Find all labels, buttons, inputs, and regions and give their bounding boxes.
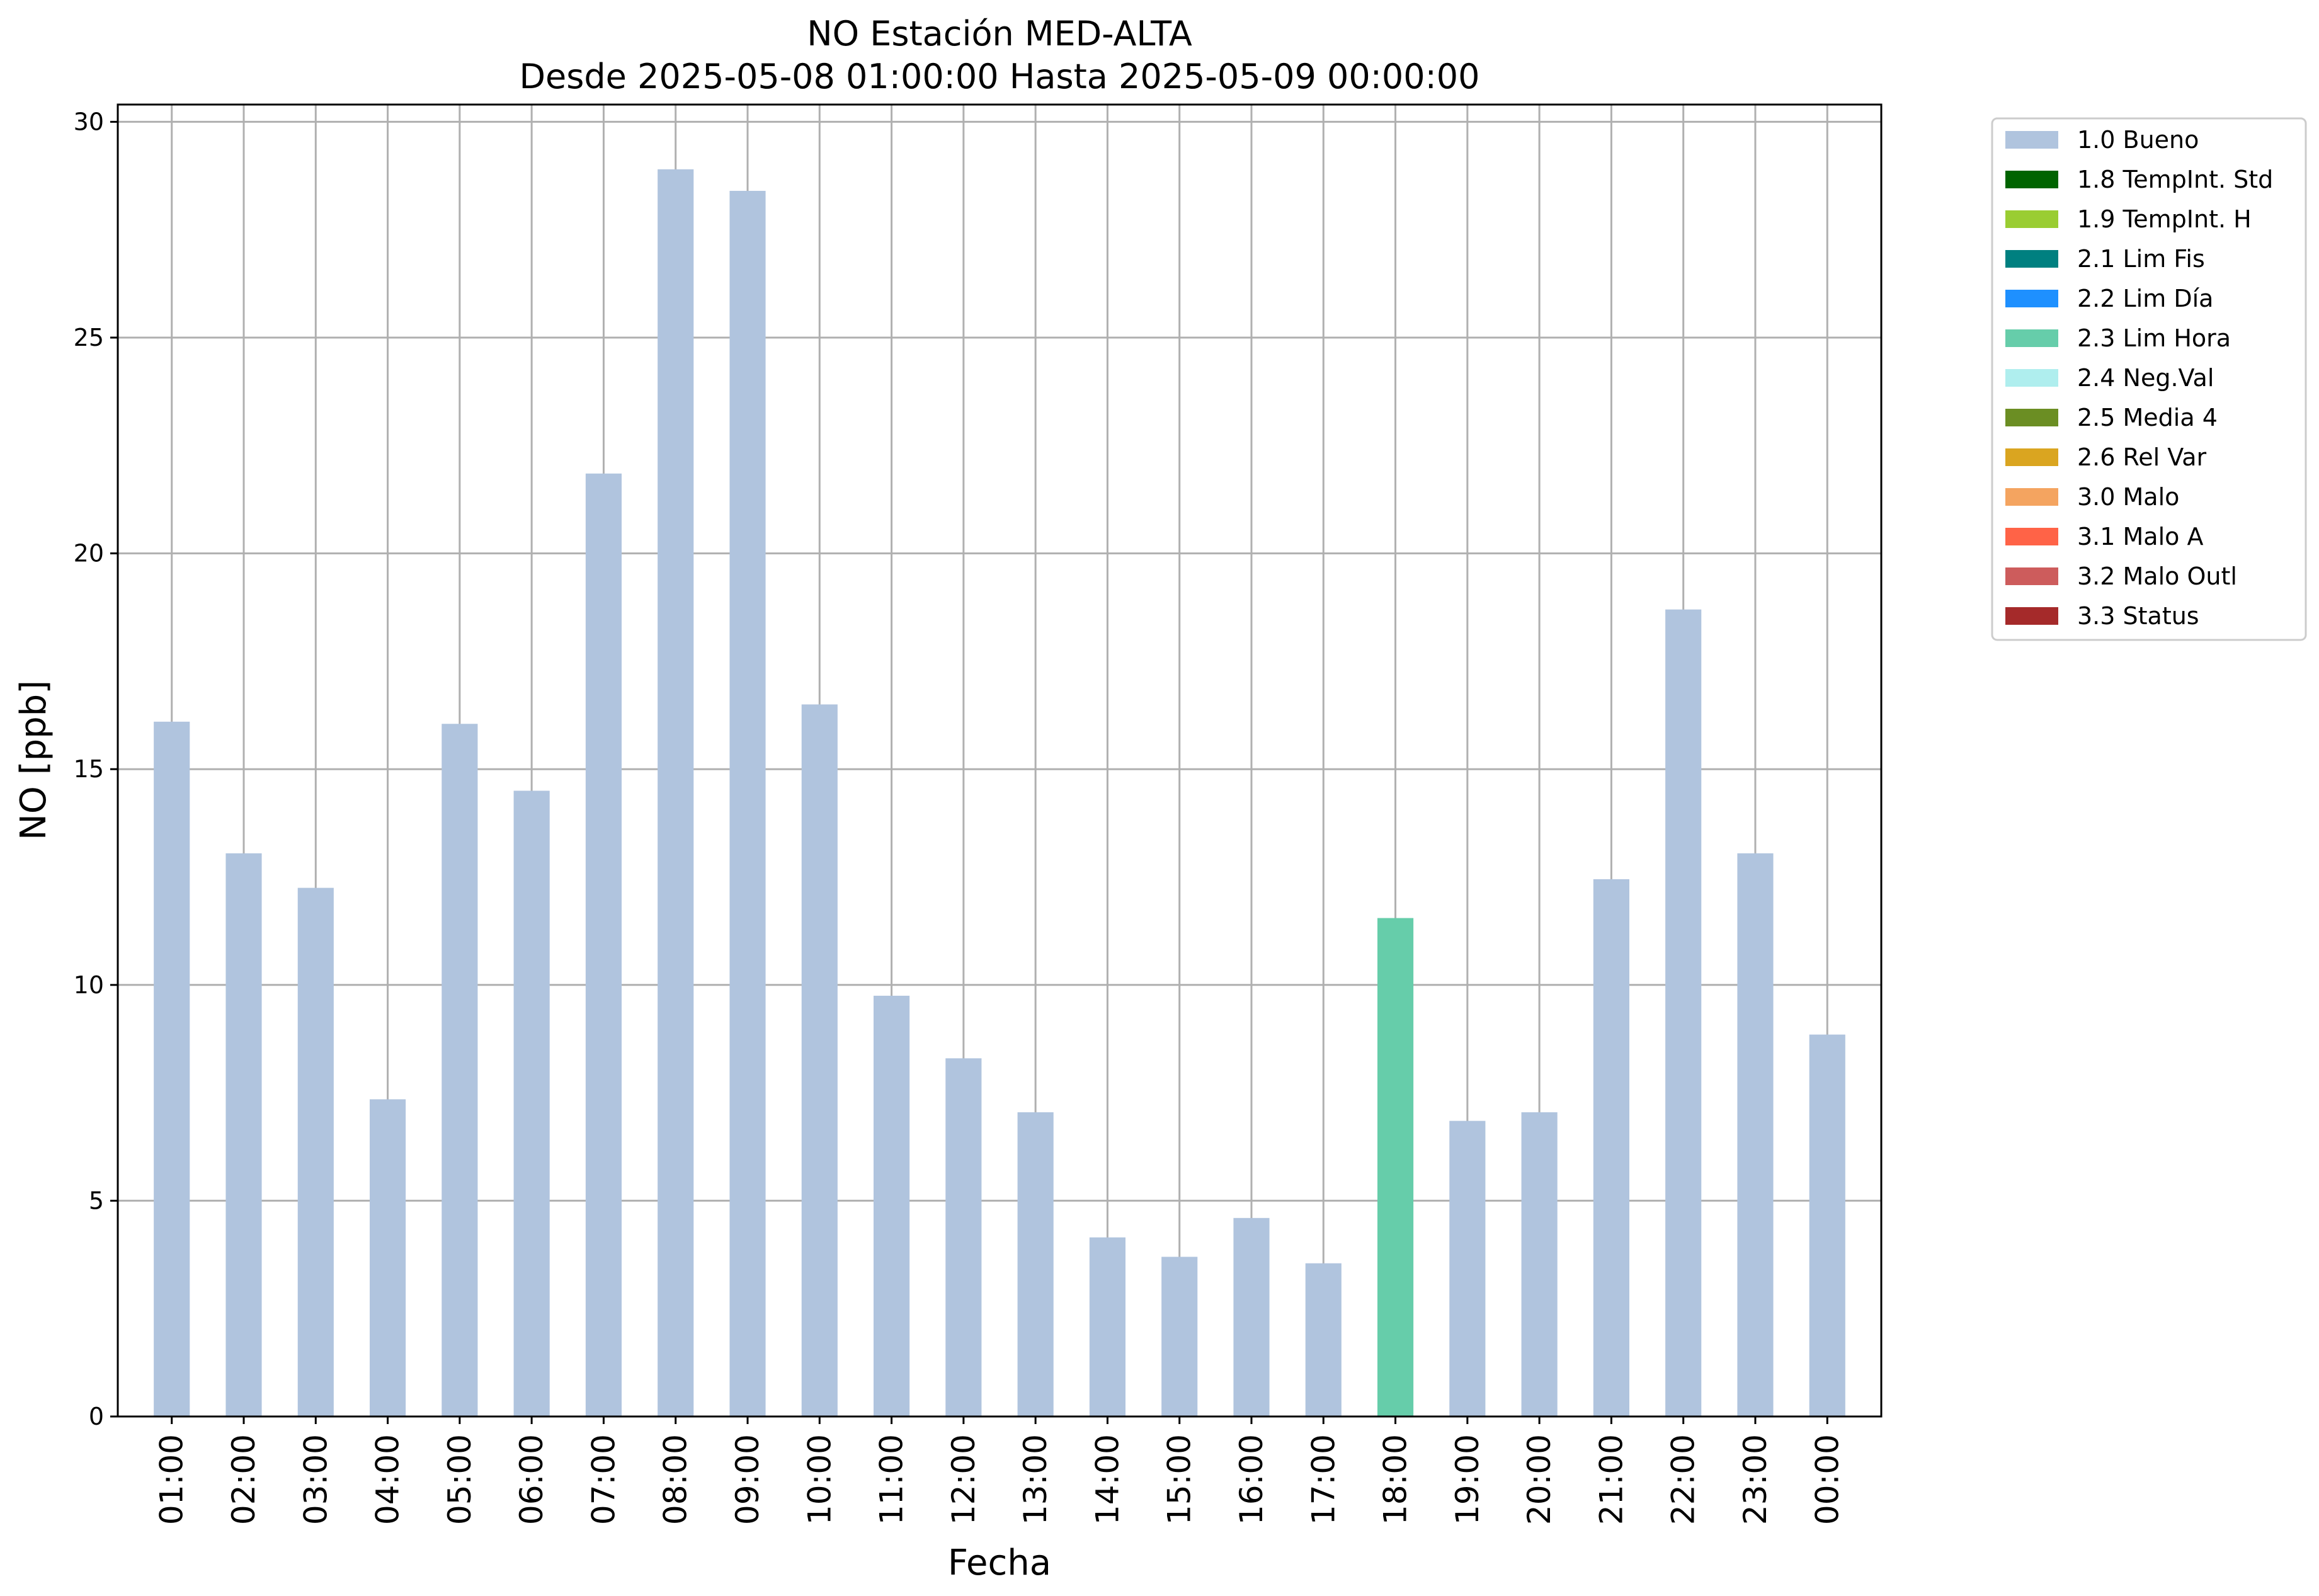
chart-subtitle: Desde 2025-05-08 01:00:00 Hasta 2025-05-… (519, 57, 1479, 96)
x-tick-label: 17:00 (1305, 1434, 1342, 1525)
legend-label: 2.2 Lim Día (2077, 285, 2213, 312)
x-tick-label: 05:00 (442, 1434, 478, 1525)
x-tick-label: 20:00 (1521, 1434, 1558, 1525)
legend-label: 3.3 Status (2077, 602, 2199, 630)
x-tick-label: 12:00 (945, 1434, 982, 1525)
y-tick-label: 5 (89, 1187, 104, 1214)
x-tick-label: 06:00 (513, 1434, 550, 1525)
y-tick-label: 30 (74, 108, 104, 135)
bar-0900 (729, 191, 766, 1417)
legend-label: 1.9 TempInt. H (2077, 205, 2252, 233)
legend-label: 2.4 Neg.Val (2077, 364, 2214, 392)
bar-1700 (1305, 1263, 1342, 1416)
legend-label: 2.3 Lim Hora (2077, 324, 2231, 352)
legend-swatch-2-3 (2005, 329, 2058, 347)
bar-2000 (1521, 1112, 1558, 1416)
legend-label: 3.1 Malo A (2077, 523, 2203, 550)
x-tick-label: 14:00 (1089, 1434, 1125, 1525)
bar-1800 (1377, 918, 1414, 1416)
legend-swatch-2-1 (2005, 250, 2058, 268)
x-tick-label: 21:00 (1593, 1434, 1629, 1525)
y-tick-label: 10 (74, 971, 104, 999)
bar-1200 (945, 1058, 982, 1416)
legend-label: 2.5 Media 4 (2077, 404, 2218, 431)
y-ticks: 0 5 10 15 20 25 30 (74, 108, 118, 1430)
bar-1300 (1017, 1112, 1054, 1416)
x-tick-label: 11:00 (874, 1434, 910, 1525)
x-tick-label: 00:00 (1809, 1434, 1845, 1525)
x-tick-label: 13:00 (1017, 1434, 1054, 1525)
y-tick-label: 0 (89, 1403, 104, 1430)
legend-swatch-1-8 (2005, 171, 2058, 188)
bar-0300 (297, 887, 334, 1416)
legend-swatch-2-2 (2005, 290, 2058, 307)
x-tick-label: 04:00 (370, 1434, 406, 1525)
bar-1600 (1233, 1217, 1270, 1416)
legend-swatch-3-0 (2005, 488, 2058, 506)
legend-swatch-1-9 (2005, 210, 2058, 228)
legend-swatch-3-3 (2005, 607, 2058, 625)
legend-label: 3.2 Malo Outl (2077, 562, 2237, 590)
bar-1400 (1089, 1237, 1125, 1416)
x-tick-label: 15:00 (1161, 1434, 1198, 1525)
legend-label: 1.8 TempInt. Std (2077, 166, 2273, 193)
bar-1100 (874, 995, 910, 1416)
x-tick-label: 01:00 (154, 1434, 190, 1525)
legend-swatch-3-1 (2005, 528, 2058, 545)
bar-0700 (585, 473, 622, 1416)
y-tick-label: 20 (74, 540, 104, 567)
bar-0500 (442, 724, 478, 1416)
chart-title: NO Estación MED-ALTA (807, 14, 1192, 54)
legend-label: 2.6 Rel Var (2077, 443, 2207, 471)
x-tick-label: 03:00 (297, 1434, 334, 1525)
legend-swatch-1-0 (2005, 131, 2058, 149)
bar-1900 (1449, 1120, 1486, 1416)
legend: 1.0 Bueno 1.8 TempInt. Std 1.9 TempInt. H 2… (1991, 117, 2307, 641)
bar-0600 (513, 790, 550, 1416)
x-tick-label: 19:00 (1449, 1434, 1486, 1525)
plot-frame (117, 103, 1883, 1418)
y-tick-label: 25 (74, 324, 104, 351)
x-tick-label: 10:00 (801, 1434, 838, 1525)
bar-0000 (1809, 1034, 1845, 1416)
x-axis-label: Fecha (948, 1542, 1051, 1583)
bar-0100 (154, 721, 190, 1416)
bars (154, 169, 1845, 1417)
legend-swatch-2-5 (2005, 409, 2058, 426)
y-tick-label: 15 (74, 755, 104, 783)
x-tick-label: 18:00 (1377, 1434, 1414, 1525)
y-axis-label: NO [ppb] (13, 680, 54, 840)
x-tick-label: 22:00 (1665, 1434, 1702, 1525)
bar-1500 (1161, 1257, 1198, 1416)
legend-swatch-2-6 (2005, 448, 2058, 466)
legend-swatch-3-2 (2005, 567, 2058, 585)
legend-swatch-2-4 (2005, 369, 2058, 387)
bar-2200 (1665, 609, 1702, 1416)
x-tick-label: 07:00 (585, 1434, 622, 1525)
bar-2300 (1737, 853, 1774, 1416)
x-tick-label: 23:00 (1737, 1434, 1774, 1525)
bar-0200 (225, 853, 262, 1416)
x-ticks: 01:00 02:00 03:00 04:00 05:00 06:00 07:00 08:00… (154, 1416, 1845, 1525)
bar-1000 (801, 704, 838, 1416)
legend-label: 2.1 Lim Fis (2077, 245, 2205, 273)
bar-0400 (370, 1099, 406, 1416)
legend-box (1991, 117, 2307, 641)
x-tick-label: 08:00 (658, 1434, 694, 1525)
x-tick-label: 09:00 (729, 1434, 766, 1525)
bar-2100 (1593, 879, 1629, 1416)
legend-label: 1.0 Bueno (2077, 126, 2199, 154)
legend-label: 3.0 Malo (2077, 483, 2179, 511)
x-tick-label: 16:00 (1233, 1434, 1270, 1525)
x-tick-label: 02:00 (225, 1434, 262, 1525)
bar-0800 (658, 169, 694, 1417)
